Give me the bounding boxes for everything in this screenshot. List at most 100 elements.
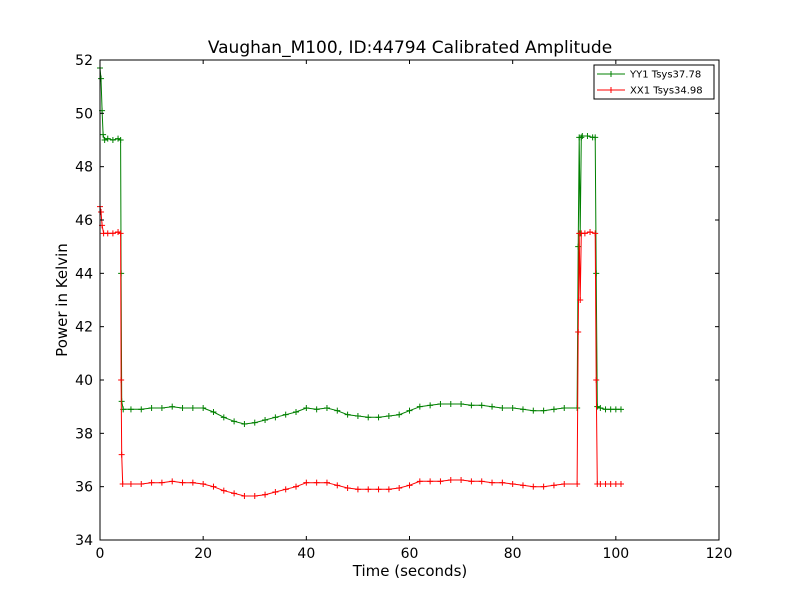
data-point xyxy=(581,230,588,237)
data-point xyxy=(272,414,279,421)
data-point xyxy=(118,451,125,458)
x-axis-label: Time (seconds) xyxy=(352,562,468,580)
data-point xyxy=(617,406,624,413)
data-point xyxy=(231,490,238,497)
data-point xyxy=(577,297,584,303)
data-point xyxy=(478,478,485,485)
y-tick-label: 40 xyxy=(75,373,93,389)
data-point xyxy=(115,135,122,142)
data-point xyxy=(169,403,176,410)
data-point xyxy=(447,477,454,483)
data-point xyxy=(385,486,392,493)
data-point xyxy=(540,407,547,414)
data-point xyxy=(241,493,248,499)
data-point xyxy=(519,482,526,489)
y-tick-label: 46 xyxy=(75,213,93,229)
data-point xyxy=(117,137,124,143)
y-axis-label: Power in Kelvin xyxy=(53,243,71,357)
data-point xyxy=(607,406,614,413)
data-point xyxy=(158,405,165,411)
data-point xyxy=(104,135,111,142)
data-point xyxy=(437,478,444,485)
data-point xyxy=(530,407,537,414)
data-point xyxy=(98,75,105,82)
data-point xyxy=(189,405,196,411)
y-tick-label: 50 xyxy=(75,106,93,122)
x-tick-label: 80 xyxy=(504,546,522,562)
data-point xyxy=(100,131,107,138)
data-point xyxy=(354,486,361,493)
data-point xyxy=(169,478,176,485)
y-tick-label: 36 xyxy=(75,480,93,496)
data-point xyxy=(385,413,392,419)
data-point xyxy=(109,137,116,143)
data-point xyxy=(119,481,126,487)
data-point xyxy=(597,405,604,411)
y-tick-label: 44 xyxy=(75,266,93,282)
chart-title: Vaughan_M100, ID:44794 Calibrated Amplit… xyxy=(208,38,612,58)
data-point xyxy=(354,413,361,419)
data-point xyxy=(375,486,382,493)
data-point xyxy=(118,377,125,383)
data-point xyxy=(98,209,105,215)
series-1 xyxy=(97,65,624,427)
data-point xyxy=(365,486,372,493)
data-point xyxy=(489,479,496,486)
data-point xyxy=(375,414,382,421)
data-point xyxy=(612,481,619,487)
data-point xyxy=(540,483,547,490)
data-point xyxy=(612,406,619,413)
data-point xyxy=(241,421,248,427)
data-point xyxy=(509,481,516,487)
data-point xyxy=(594,403,601,410)
data-point xyxy=(530,483,537,490)
x-tick-label: 60 xyxy=(401,546,419,562)
data-point xyxy=(323,479,330,486)
data-point xyxy=(587,229,594,235)
y-tick-label: 34 xyxy=(75,533,93,549)
data-point xyxy=(437,401,444,407)
data-point xyxy=(303,479,310,486)
legend: YY1 Tsys37.78 XX1 Tsys34.98 xyxy=(593,64,715,100)
data-point xyxy=(104,230,111,237)
data-point xyxy=(550,406,557,413)
data-point xyxy=(584,133,591,139)
data-point xyxy=(313,406,320,413)
data-point xyxy=(189,479,196,486)
data-point xyxy=(617,481,624,487)
legend-marker xyxy=(608,71,614,77)
data-point xyxy=(282,486,289,493)
data-point xyxy=(117,230,124,237)
ticks-layer: 0 20 40 60 80 100 120 34 36 38 40 42 44 46 48 50 52 xyxy=(75,53,732,562)
data-point xyxy=(127,481,134,487)
data-point xyxy=(293,409,300,415)
data-point xyxy=(220,487,227,494)
data-point xyxy=(416,403,423,410)
data-point xyxy=(447,401,454,407)
data-point xyxy=(251,419,258,426)
data-point xyxy=(210,409,217,415)
legend-entry: YY1 Tsys37.78 xyxy=(597,70,701,81)
x-tick-label: 100 xyxy=(602,546,629,562)
data-point xyxy=(179,405,186,411)
data-point xyxy=(115,229,122,235)
y-tick-label: 42 xyxy=(75,320,93,336)
data-point xyxy=(396,485,403,491)
data-point xyxy=(365,414,372,421)
data-point xyxy=(251,493,258,499)
y-tick-label: 52 xyxy=(75,53,93,69)
legend-marker xyxy=(608,87,614,93)
data-point xyxy=(578,134,585,141)
data-point xyxy=(344,411,351,418)
data-point xyxy=(602,481,609,487)
data-point xyxy=(148,479,155,486)
data-point xyxy=(396,411,403,418)
data-point xyxy=(334,407,341,414)
data-point xyxy=(575,329,582,335)
data-point xyxy=(231,418,238,425)
data-point xyxy=(597,481,604,487)
data-point xyxy=(519,406,526,413)
